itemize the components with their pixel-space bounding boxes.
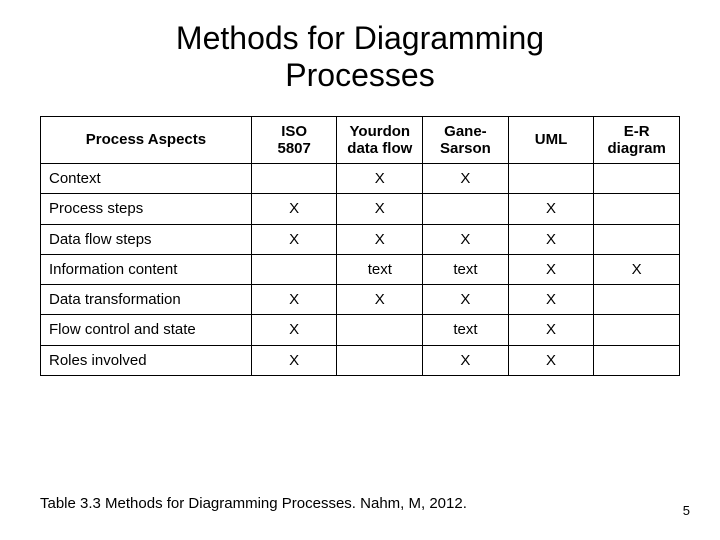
cell: X xyxy=(423,285,509,315)
cell: X xyxy=(251,224,337,254)
col-header-yourdon: Yourdon data flow xyxy=(337,116,423,164)
table-row: Context X X xyxy=(41,164,680,194)
page-number: 5 xyxy=(683,503,690,518)
col-header-er-diagram: E-R diagram xyxy=(594,116,680,164)
cell: X xyxy=(508,194,594,224)
row-aspect: Process steps xyxy=(41,194,252,224)
col-header-uml: UML xyxy=(508,116,594,164)
cell: X xyxy=(337,224,423,254)
cell xyxy=(508,164,594,194)
cell xyxy=(423,194,509,224)
cell: X xyxy=(508,345,594,375)
cell: X xyxy=(423,345,509,375)
cell xyxy=(594,194,680,224)
cell: X xyxy=(594,254,680,284)
methods-table: Process Aspects ISO 5807 Yourdon data fl… xyxy=(40,116,680,376)
table-row: Roles involved X X X xyxy=(41,345,680,375)
cell xyxy=(337,345,423,375)
col-header-gane-sarson: Gane- Sarson xyxy=(423,116,509,164)
table-row: Data transformation X X X X xyxy=(41,285,680,315)
table-row: Data flow steps X X X X xyxy=(41,224,680,254)
row-aspect: Data transformation xyxy=(41,285,252,315)
table-row: Process steps X X X xyxy=(41,194,680,224)
row-aspect: Roles involved xyxy=(41,345,252,375)
row-aspect: Context xyxy=(41,164,252,194)
cell xyxy=(594,285,680,315)
cell: X xyxy=(251,194,337,224)
cell xyxy=(337,315,423,345)
cell xyxy=(251,164,337,194)
table-header: Process Aspects ISO 5807 Yourdon data fl… xyxy=(41,116,680,164)
slide: Methods for Diagramming Processes Proces… xyxy=(0,0,720,540)
cell: X xyxy=(508,224,594,254)
cell: X xyxy=(251,345,337,375)
cell: X xyxy=(337,164,423,194)
cell: X xyxy=(337,194,423,224)
table-row: Flow control and state X text X xyxy=(41,315,680,345)
table-body: Context X X Process steps X X X Data flo… xyxy=(41,164,680,376)
cell xyxy=(251,254,337,284)
title-line-1: Methods for Diagramming xyxy=(176,20,544,56)
row-aspect: Data flow steps xyxy=(41,224,252,254)
col-header-aspects: Process Aspects xyxy=(41,116,252,164)
cell: X xyxy=(423,224,509,254)
cell xyxy=(594,164,680,194)
table-row: Information content text text X X xyxy=(41,254,680,284)
cell xyxy=(594,224,680,254)
row-aspect: Information content xyxy=(41,254,252,284)
cell: X xyxy=(251,285,337,315)
cell: X xyxy=(508,315,594,345)
cell: X xyxy=(508,254,594,284)
title-line-2: Processes xyxy=(285,57,434,93)
cell xyxy=(594,345,680,375)
cell xyxy=(594,315,680,345)
cell: X xyxy=(337,285,423,315)
cell: text xyxy=(423,315,509,345)
cell: text xyxy=(337,254,423,284)
cell: X xyxy=(251,315,337,345)
cell: text xyxy=(423,254,509,284)
col-header-iso5807: ISO 5807 xyxy=(251,116,337,164)
slide-title: Methods for Diagramming Processes xyxy=(40,20,680,94)
table-caption: Table 3.3 Methods for Diagramming Proces… xyxy=(40,495,467,512)
cell: X xyxy=(508,285,594,315)
cell: X xyxy=(423,164,509,194)
row-aspect: Flow control and state xyxy=(41,315,252,345)
table-header-row: Process Aspects ISO 5807 Yourdon data fl… xyxy=(41,116,680,164)
